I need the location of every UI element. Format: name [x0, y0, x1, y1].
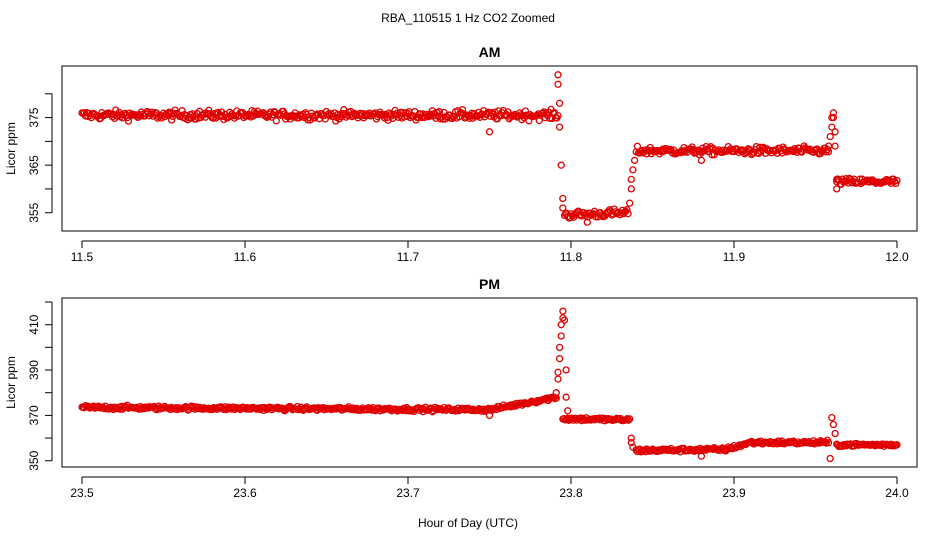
data-point: [554, 375, 562, 383]
data-point: [170, 109, 178, 118]
data-point: [833, 185, 841, 193]
data-point: [697, 156, 706, 165]
data-point: [630, 156, 639, 165]
data-point: [458, 106, 467, 114]
data-point: [893, 176, 901, 185]
data-point: [829, 420, 838, 429]
x-tick-label: 11.7: [397, 250, 420, 264]
data-point: [831, 142, 839, 150]
data-point: [555, 123, 564, 131]
x-tick-label: 11.6: [234, 250, 257, 264]
x-tick-label: 23.9: [722, 486, 746, 500]
data-point: [559, 194, 567, 203]
data-point: [888, 442, 897, 450]
x-tick-label: 12.0: [885, 250, 909, 264]
data-point: [554, 71, 562, 79]
plot-frame: [61, 65, 918, 232]
x-tick-label: 11.9: [723, 250, 746, 264]
y-tick-label: 355: [27, 202, 41, 222]
data-point: [629, 166, 637, 174]
x-axis-label: Hour of Day (UTC): [418, 516, 518, 530]
y-axis-label: Licor ppm: [4, 356, 18, 409]
figure-title: RBA_110515 1 Hz CO2 Zoomed: [381, 11, 555, 25]
data-point: [564, 407, 572, 415]
data-point: [554, 80, 562, 88]
data-points: [78, 71, 901, 226]
panel-title: PM: [479, 276, 500, 292]
data-point: [485, 411, 494, 420]
pm-panel: PM 23.5 23.6 23.7 23.8 23.9 24.0 350 370 390 410 Li…: [4, 276, 918, 500]
data-point: [557, 332, 565, 340]
data-point: [554, 112, 562, 120]
data-point: [828, 123, 836, 131]
data-point: [624, 210, 632, 218]
x-tick-label: 11.8: [560, 250, 583, 264]
x-tick-label: 24.0: [885, 486, 909, 500]
data-point: [557, 321, 565, 329]
data-point: [627, 438, 635, 447]
data-point: [286, 115, 294, 123]
data-point: [627, 175, 635, 184]
data-point: [559, 204, 567, 212]
data-point: [633, 142, 642, 150]
data-point: [555, 355, 564, 363]
data-point: [629, 443, 637, 451]
data-point: [828, 413, 836, 422]
data-point: [623, 415, 631, 423]
data-point: [559, 307, 567, 315]
plot-frame: [61, 297, 918, 468]
data-point: [893, 441, 901, 449]
data-point: [831, 429, 839, 438]
data-point: [552, 389, 560, 397]
data-point: [560, 316, 569, 324]
data-point: [626, 415, 634, 423]
data-point: [833, 175, 841, 184]
y-tick-label: 350: [27, 450, 41, 470]
data-point: [826, 132, 834, 141]
data-point: [167, 116, 176, 124]
data-point: [829, 109, 838, 117]
x-tick-label: 23.7: [396, 486, 420, 500]
data-point: [554, 368, 562, 376]
data-point: [623, 206, 631, 214]
y-tick-label: 370: [27, 405, 41, 425]
data-point: [824, 439, 833, 447]
data-point: [826, 454, 834, 463]
data-point: [829, 113, 838, 122]
data-point: [562, 393, 570, 401]
data-point: [485, 128, 494, 136]
x-tick-label: 23.6: [233, 486, 257, 500]
y-tick-label: 375: [27, 107, 41, 127]
data-point: [626, 199, 634, 207]
y-tick-label: 390: [27, 360, 41, 380]
data-point: [555, 99, 564, 107]
panel-title: AM: [479, 44, 501, 60]
y-axis-label: Licor ppm: [4, 122, 18, 175]
x-tick-label: 11.5: [71, 250, 94, 264]
data-point: [491, 108, 499, 116]
data-point: [583, 218, 591, 226]
data-point: [627, 185, 635, 193]
x-tick-label: 23.8: [559, 486, 583, 500]
am-panel: AM 11.5 11.6 11.7 11.8 11.9 12.0 355 365 375 Licor…: [4, 44, 918, 264]
data-point: [624, 416, 633, 424]
data-point: [697, 452, 706, 460]
data-point: [272, 117, 280, 125]
data-points: [78, 307, 901, 463]
y-tick-label: 410: [27, 314, 41, 334]
data-point: [831, 128, 839, 136]
data-point: [557, 161, 565, 169]
y-tick-label: 365: [27, 155, 41, 175]
data-point: [627, 434, 635, 442]
data-point: [562, 366, 570, 374]
data-point: [205, 106, 213, 114]
data-point: [555, 343, 564, 352]
x-tick-label: 23.5: [70, 486, 94, 500]
